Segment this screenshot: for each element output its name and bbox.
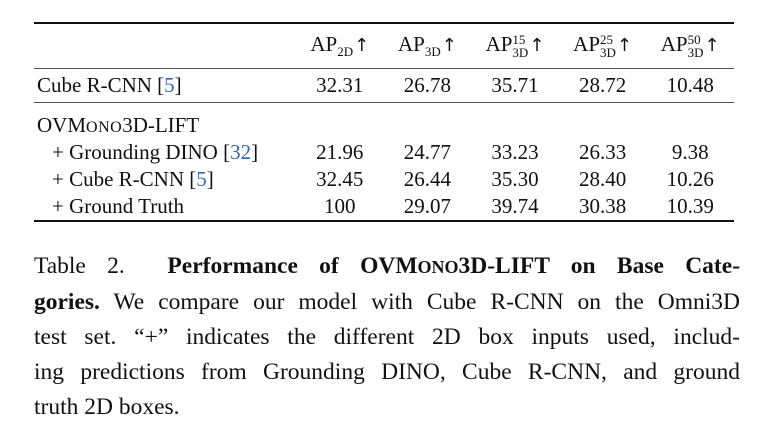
value-cell: 100 (296, 193, 384, 222)
caption-line: gories. We compare our model with Cube R… (34, 289, 740, 315)
group-title: OVMONO3D-LIFT (37, 112, 200, 137)
value-cell: 26.78 (383, 68, 472, 103)
value-cell: 30.38 (558, 193, 647, 222)
value-cell: 10.39 (646, 193, 734, 222)
value-cell: 28.40 (578, 167, 627, 191)
separator-row (34, 102, 734, 111)
value-cell: 28.72 (558, 68, 647, 103)
table-row-baseline: Cube R-CNN [5] 32.31 26.78 35.71 28.72 1… (34, 68, 734, 103)
header-ap2d: AP2D↑ (296, 22, 384, 69)
caption-label: Table 2. (34, 253, 125, 279)
value-cell: 9.38 (671, 140, 709, 164)
value-cell: 29.07 (383, 193, 472, 222)
header-ap3d: AP3D↑ (383, 22, 472, 69)
method-name: + Ground Truth (34, 193, 296, 222)
value-cell: 10.26 (666, 167, 714, 191)
caption-title: Performance of OVMONO3D-LIFT on Base Cat… (167, 253, 741, 279)
value-cell: 26.33 (578, 140, 627, 164)
table-header-row: AP2D↑ AP3D↑ AP 15 3D ↑ AP 25 3D ↑ AP 50 3D ↑ (34, 22, 734, 69)
up-arrow-icon: ↑ (616, 35, 632, 56)
value-cell: 32.45 (316, 167, 364, 191)
value-cell: 24.77 (403, 140, 452, 164)
header-method-cell (34, 22, 296, 69)
table-row: + Grounding DINO [32] 21.96 24.77 33.23 … (34, 139, 734, 166)
up-arrow-icon: ↑ (529, 35, 545, 56)
caption-line: truth 2D boxes. (34, 394, 180, 420)
value-cell: 10.48 (646, 68, 734, 103)
caption-line: test set. “+” indicates the different 2D… (34, 324, 740, 350)
table-row: + Cube R-CNN [5] 32.45 26.44 35.30 28.40… (34, 166, 734, 193)
results-table-container: AP2D↑ AP3D↑ AP 15 3D ↑ AP 25 3D ↑ AP 50 3D ↑ (34, 22, 734, 222)
up-arrow-icon: ↑ (704, 35, 720, 56)
citation-link[interactable]: 5 (196, 167, 207, 191)
citation-link[interactable]: 32 (230, 140, 252, 164)
value-cell: 35.71 (471, 68, 559, 103)
method-name: + Cube R-CNN [5] (52, 167, 214, 191)
caption-line: ing predictions from Grounding DINO, Cub… (34, 359, 740, 385)
value-cell: 32.31 (296, 68, 384, 103)
value-cell: 26.44 (403, 167, 452, 191)
value-cell: 39.74 (471, 193, 559, 222)
up-arrow-icon: ↑ (441, 35, 457, 56)
value-cell: 21.96 (316, 140, 364, 164)
caption-line: Table 2. Performance of OVMONO3D-LIFT on… (34, 249, 740, 285)
value-cell: 33.23 (491, 140, 539, 164)
header-ap3d-25: AP 25 3D ↑ (558, 22, 647, 69)
method-name: + Grounding DINO [32] (52, 140, 259, 164)
header-ap3d-50: AP 50 3D ↑ (646, 22, 734, 69)
results-table: AP2D↑ AP3D↑ AP 15 3D ↑ AP 25 3D ↑ AP 50 3D ↑ (34, 22, 734, 222)
citation-link[interactable]: 5 (164, 73, 175, 97)
table-row-group-title: OVMONO3D-LIFT (34, 111, 734, 139)
method-name: Cube R-CNN [5] (34, 68, 296, 103)
table-caption: Table 2. Performance of OVMONO3D-LIFT on… (34, 249, 740, 425)
table-row: + Ground Truth 100 29.07 39.74 30.38 10.… (34, 193, 734, 222)
header-ap3d-15: AP 15 3D ↑ (471, 22, 559, 69)
value-cell: 35.30 (491, 167, 539, 191)
up-arrow-icon: ↑ (354, 35, 370, 56)
